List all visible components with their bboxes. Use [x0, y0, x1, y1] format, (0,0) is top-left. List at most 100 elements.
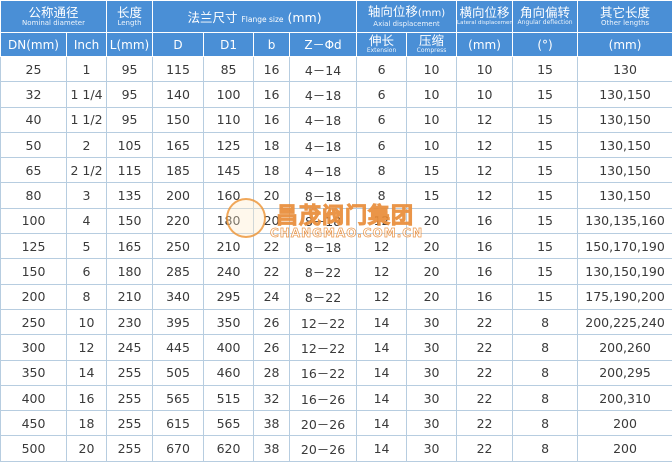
table-cell: 1 [67, 57, 107, 82]
table-cell: 145 [204, 158, 254, 183]
table-cell: 20 [407, 259, 457, 284]
table-cell: 295 [204, 284, 254, 309]
table-cell: 8 [513, 385, 578, 410]
table-cell: 12 [357, 284, 407, 309]
table-cell: 10 [407, 82, 457, 107]
table-cell: 180 [204, 208, 254, 233]
header-cell: 法兰尺寸 Flange size (mm) [153, 1, 357, 33]
table-cell: 8 [513, 436, 578, 461]
table-cell: 30 [407, 385, 457, 410]
table-cell: 130,150 [578, 183, 672, 208]
table-cell: 20 [407, 208, 457, 233]
table-cell: 20－26 [290, 436, 357, 461]
table-cell: 255 [107, 360, 153, 385]
table-cell: 285 [153, 259, 204, 284]
table-cell: 255 [107, 436, 153, 461]
table-cell: 150 [153, 107, 204, 132]
header-en: Extension [357, 47, 406, 55]
table-cell: 16 [254, 57, 290, 82]
table-cell: 16 [254, 82, 290, 107]
table-cell: 8 [67, 284, 107, 309]
table-cell: 165 [153, 132, 204, 157]
table-cell: 15 [513, 158, 578, 183]
header-zh: 横向位移 [457, 6, 512, 19]
table-cell: 32 [1, 82, 67, 107]
table-cell: 22 [457, 436, 513, 461]
table-cell: 4－14 [290, 57, 357, 82]
table-cell: 200,310 [578, 385, 672, 410]
header-unit: (mm) [288, 10, 322, 25]
header-cell: Z－Φd [290, 33, 357, 57]
table-cell: 8－18 [290, 234, 357, 259]
table-cell: 200 [578, 436, 672, 461]
table-cell: 2 1/2 [67, 158, 107, 183]
table-cell: 12－22 [290, 335, 357, 360]
table-cell: 8 [357, 158, 407, 183]
table-cell: 250 [1, 309, 67, 334]
table-cell: 20 [407, 234, 457, 259]
table-cell: 22 [457, 335, 513, 360]
table-cell: 95 [107, 107, 153, 132]
table-cell: 620 [204, 436, 254, 461]
table-cell: 12 [457, 107, 513, 132]
table-cell: 15 [513, 132, 578, 157]
table-cell: 15 [513, 57, 578, 82]
table-cell: 8 [513, 411, 578, 436]
table-cell: 670 [153, 436, 204, 461]
table-cell: 18 [67, 411, 107, 436]
table-cell: 200 [578, 411, 672, 436]
table-cell: 10 [407, 107, 457, 132]
header-cell: L(mm) [107, 33, 153, 57]
table-cell: 14 [357, 385, 407, 410]
table-cell: 18 [254, 158, 290, 183]
table-cell: 15 [513, 234, 578, 259]
table-cell: 255 [107, 411, 153, 436]
table-cell: 8－22 [290, 284, 357, 309]
table-cell: 350 [204, 309, 254, 334]
table-cell: 220 [153, 208, 204, 233]
table-cell: 140 [153, 82, 204, 107]
table-cell: 40 [1, 107, 67, 132]
table-cell: 230 [107, 309, 153, 334]
table-cell: 16 [457, 208, 513, 233]
header-cell: DN(mm) [1, 33, 67, 57]
table-cell: 22 [457, 411, 513, 436]
table-cell: 300 [1, 335, 67, 360]
table-cell: 125 [1, 234, 67, 259]
table-cell: 12－22 [290, 309, 357, 334]
table-cell: 20 [67, 436, 107, 461]
table-cell: 8－22 [290, 259, 357, 284]
table-cell: 130,150 [578, 132, 672, 157]
table-cell: 1 1/4 [67, 82, 107, 107]
table-cell: 100 [204, 82, 254, 107]
table-cell: 16 [457, 284, 513, 309]
table-cell: 10 [407, 132, 457, 157]
table-cell: 30 [407, 411, 457, 436]
table-cell: 340 [153, 284, 204, 309]
table-cell: 565 [204, 411, 254, 436]
table-cell: 12 [457, 132, 513, 157]
table-cell: 445 [153, 335, 204, 360]
table-cell: 95 [107, 82, 153, 107]
header-cell: Inch [67, 33, 107, 57]
table-cell: 100 [1, 208, 67, 233]
table-cell: 28 [254, 360, 290, 385]
table-cell: 130,150,190 [578, 259, 672, 284]
table-cell: 210 [107, 284, 153, 309]
table-cell: 165 [107, 234, 153, 259]
table-cell: 95 [107, 57, 153, 82]
table-cell: 210 [204, 234, 254, 259]
table-cell: 30 [407, 436, 457, 461]
table-cell: 50 [1, 132, 67, 157]
